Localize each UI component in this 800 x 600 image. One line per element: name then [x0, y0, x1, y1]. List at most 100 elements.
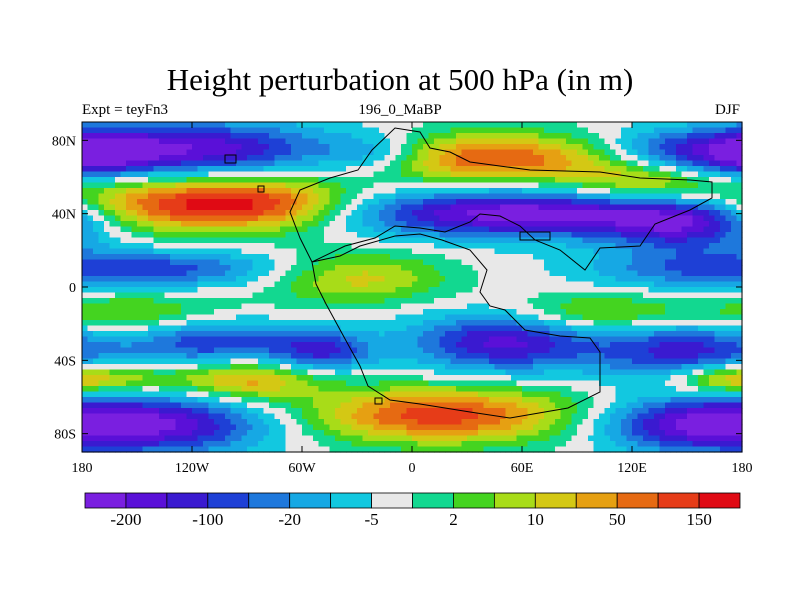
field-cell [555, 270, 562, 277]
field-cell [643, 232, 650, 239]
field-cell [384, 232, 391, 239]
field-cell [351, 177, 358, 184]
field-cell [615, 342, 622, 349]
field-cell [725, 248, 732, 255]
field-cell [131, 292, 138, 299]
field-cell [252, 303, 259, 310]
field-cell [269, 166, 276, 173]
field-cell [637, 309, 644, 316]
field-cell [252, 177, 259, 184]
field-cell [126, 138, 133, 145]
field-cell [692, 210, 699, 217]
field-cell [428, 199, 435, 206]
field-cell [258, 171, 265, 178]
field-cell [648, 149, 655, 156]
field-cell [263, 298, 270, 305]
field-cell [489, 149, 496, 156]
field-cell [676, 331, 683, 338]
field-cell [549, 248, 556, 255]
field-cell [263, 144, 270, 151]
field-cell [483, 287, 490, 294]
field-cell [324, 127, 331, 134]
field-cell [131, 287, 138, 294]
field-cell [445, 287, 452, 294]
field-cell [159, 281, 166, 288]
field-cell [247, 336, 254, 343]
field-cell [274, 331, 281, 338]
field-cell [153, 155, 160, 162]
field-cell [197, 193, 204, 200]
field-cell [395, 336, 402, 343]
field-cell [588, 232, 595, 239]
field-cell [115, 155, 122, 162]
field-cell [555, 320, 562, 327]
field-cell [654, 144, 661, 151]
field-cell [582, 122, 589, 129]
field-cell [219, 210, 226, 217]
field-cell [269, 210, 276, 217]
field-cell [522, 221, 529, 228]
field-cell [648, 314, 655, 321]
field-cell [725, 331, 732, 338]
field-cell [164, 292, 171, 299]
field-cell [291, 303, 298, 310]
field-cell [544, 133, 551, 140]
field-cell [577, 149, 584, 156]
field-cell [632, 259, 639, 266]
field-cell [197, 177, 204, 184]
field-cell [665, 133, 672, 140]
field-cell [439, 259, 446, 266]
field-cell [329, 182, 336, 189]
field-cell [654, 127, 661, 134]
field-cell [505, 122, 512, 129]
field-cell [384, 281, 391, 288]
field-cell [599, 226, 606, 233]
field-cell [247, 276, 254, 283]
field-cell [434, 138, 441, 145]
field-cell [148, 320, 155, 327]
field-cell [247, 155, 254, 162]
field-cell [654, 314, 661, 321]
field-cell [131, 254, 138, 261]
field-cell [676, 298, 683, 305]
field-cell [225, 303, 232, 310]
field-cell [632, 221, 639, 228]
field-cell [351, 314, 358, 321]
field-cell [604, 160, 611, 167]
field-cell [648, 265, 655, 272]
field-cell [87, 276, 94, 283]
field-cell [225, 320, 232, 327]
field-cell [483, 221, 490, 228]
field-cell [313, 347, 320, 354]
field-cell [522, 232, 529, 239]
field-cell [654, 193, 661, 200]
field-cell [456, 314, 463, 321]
field-cell [604, 292, 611, 299]
field-cell [131, 160, 138, 167]
field-cell [423, 237, 430, 244]
field-cell [379, 144, 386, 151]
field-cell [82, 133, 89, 140]
field-cell [434, 171, 441, 178]
field-cell [131, 226, 138, 233]
field-cell [335, 254, 342, 261]
field-cell [307, 237, 314, 244]
field-cell [340, 182, 347, 189]
field-cell [98, 166, 105, 173]
field-cell [379, 160, 386, 167]
field-cell [313, 237, 320, 244]
field-cell [324, 138, 331, 145]
field-cell [494, 243, 501, 250]
field-cell [445, 138, 452, 145]
field-cell [703, 320, 710, 327]
field-cell [203, 276, 210, 283]
field-cell [395, 243, 402, 250]
field-cell [159, 188, 166, 195]
field-cell [604, 276, 611, 283]
field-cell [82, 155, 89, 162]
field-cell [285, 166, 292, 173]
field-cell [373, 226, 380, 233]
field-cell [725, 193, 732, 200]
field-cell [582, 336, 589, 343]
field-cell [472, 149, 479, 156]
